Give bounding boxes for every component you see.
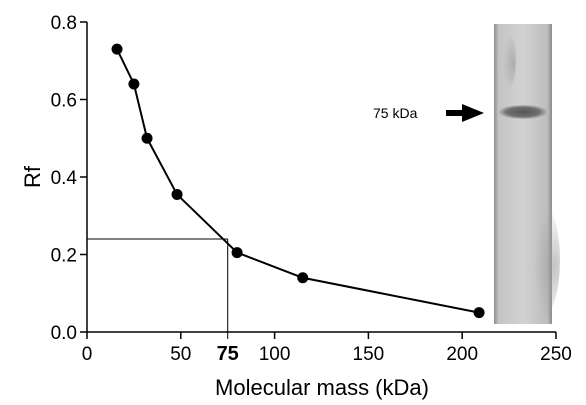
data-point [473,307,485,319]
y-tick-label: 0.8 [51,13,77,34]
series-points [111,43,485,319]
gel-shading [520,200,560,320]
x-tick-label: 100 [259,344,291,365]
x-tick-label: 200 [446,344,478,365]
data-point [297,272,309,284]
x-axis-title: Molecular mass (kDa) [215,375,429,400]
gel-image [494,24,560,324]
reference-lines [87,238,229,339]
x-axis-ticks: 0 50 100 150 200 250 [82,332,572,365]
gel-band [499,105,547,119]
highlight-x-label: 75 [217,343,239,365]
data-point [128,78,140,90]
data-point [231,247,243,259]
gel-shading-top [496,30,516,90]
x-tick-label: 50 [170,344,191,365]
data-point [171,188,183,200]
x-tick-label: 250 [540,344,572,365]
data-point [141,132,153,144]
series-line [116,48,480,314]
y-tick-label: 0.2 [51,246,77,267]
data-point [111,43,123,55]
right-arrow-icon [446,104,484,122]
y-tick-label: 0.0 [51,323,77,344]
y-axis-title: Rf [20,165,45,188]
x-tick-label: 150 [353,344,385,365]
x-tick-label: 0 [82,344,93,365]
y-tick-label: 0.4 [51,168,78,189]
band-label: 75 kDa [373,105,418,121]
y-axis-ticks: 0.0 0.2 0.4 0.6 0.8 [51,13,87,344]
y-tick-label: 0.6 [51,91,77,112]
